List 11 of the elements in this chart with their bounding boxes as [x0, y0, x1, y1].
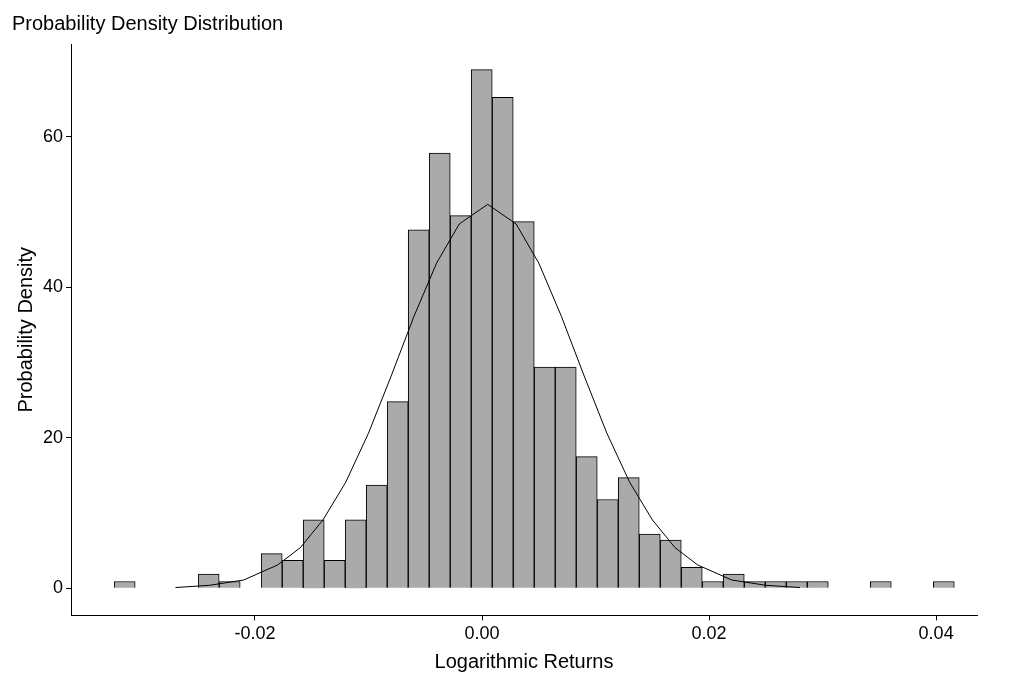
y-tick-label: 20 [42, 426, 64, 447]
x-tick-label: 0.04 [918, 623, 954, 644]
x-axis-title: Logarithmic Returns [434, 649, 614, 672]
y-tick-label: 0 [53, 577, 64, 598]
y-tick-label: 40 [42, 276, 64, 297]
y-tick-label: 60 [42, 125, 64, 146]
y-axis-title: Probability Density [13, 246, 36, 413]
x-tick-label: 0.02 [691, 623, 727, 644]
x-tick-label: 0.00 [464, 623, 500, 644]
x-tick-label: -0.02 [234, 623, 276, 644]
chart-title: Probability Density Distribution [12, 11, 284, 34]
